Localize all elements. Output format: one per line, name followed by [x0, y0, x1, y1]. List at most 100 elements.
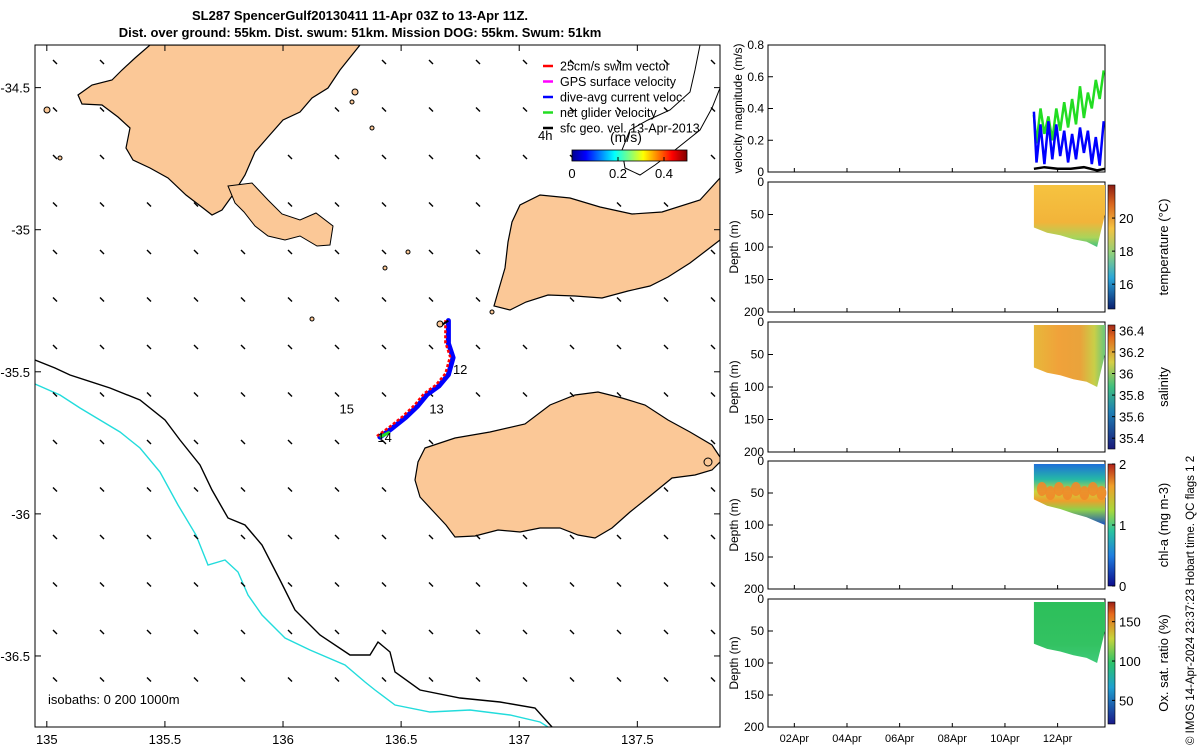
colorbar-tick-label: 18 [1119, 244, 1133, 259]
colorbar-tick-label: 100 [1119, 654, 1141, 669]
date-tick-label: 02Apr [780, 733, 810, 745]
sfc-vel-arrow [334, 344, 340, 350]
panel-ytick-label: 0 [757, 315, 764, 329]
legend-label: 25cm/s swim vector [560, 60, 670, 74]
sfc-vel-arrow [240, 439, 246, 445]
sfc-vel-arrow [616, 344, 622, 350]
sfc-vel-arrow [52, 249, 58, 255]
panel-ytick-label: 0 [757, 454, 764, 468]
sfc-vel-arrow [710, 392, 716, 397]
panel-ytick-label: 0.8 [747, 38, 764, 52]
panel-ytick-label: 200 [744, 720, 764, 734]
sfc-vel-arrow [334, 202, 340, 207]
colorbar-tick-label: 1 [1119, 518, 1126, 533]
map-frame [34, 44, 721, 728]
sfc-vel-arrow [381, 534, 387, 540]
sfc-vel-arrow [287, 392, 293, 397]
sfc-vel-arrow [710, 534, 716, 540]
sfc-vel-arrow [663, 582, 669, 587]
map-ytick-label: -35 [11, 223, 30, 238]
map-xtick-label: 136.5 [385, 732, 418, 747]
day-labels: 15 12 13 14 [340, 362, 468, 445]
legend-label: net glider velocity [560, 106, 657, 120]
sfc-vel-arrow [99, 202, 105, 207]
sfc-vel-arrow [52, 297, 58, 302]
map-xtick-label: 135 [36, 732, 58, 747]
sfc-vel-arrow [193, 344, 199, 350]
sfc-vel-arrow [99, 629, 105, 635]
legend-label: sfc geo. vel. 13-Apr-2013 [560, 122, 700, 136]
map-xtick-label: 137.5 [621, 732, 654, 747]
colorbar-tick-label: 36 [1119, 367, 1133, 382]
sfc-vel-arrow [663, 107, 669, 112]
chl-bloom-patch [1036, 482, 1047, 496]
sfc-vel-arrow [334, 534, 340, 540]
sfc-vel-arrow [663, 534, 669, 540]
sfc-vel-arrow [193, 677, 199, 682]
panel-frame [767, 44, 1106, 173]
sfc-vel-arrow [569, 629, 575, 635]
sfc-vel-arrow [569, 582, 575, 587]
sfc-vel-arrow [52, 154, 58, 160]
speed-cbar-tick-label: 0.2 [609, 166, 627, 181]
sfc-vel-arrow [522, 392, 528, 397]
sfc-vel-arrow [428, 154, 434, 160]
sfc-vel-arrow [522, 582, 528, 587]
sfc-vel-arrow [193, 392, 199, 397]
chl-bloom-patch [1096, 486, 1107, 500]
sfc-vel-arrow [710, 249, 716, 255]
sfc-vel-arrow [99, 534, 105, 540]
sfc-vel-arrow [146, 677, 152, 682]
islet [703, 457, 713, 467]
speed-cbar-tick-label: 0 [568, 166, 575, 181]
sfc-vel-arrow [52, 629, 58, 635]
sfc-vel-arrow [522, 344, 528, 350]
sfc-vel-arrow [99, 439, 105, 445]
sfc-vel-arrow [193, 534, 199, 540]
panel-ytick-label: 0.6 [747, 70, 764, 84]
day-label: 12 [453, 362, 467, 377]
panel-5: 0 50 100 150 200 Depth (m) 50 100 150 Ox. sat. ra… [727, 592, 1171, 734]
land-yorke-peninsula [493, 45, 720, 311]
chl-bloom-patch [1045, 486, 1056, 500]
panel-ylabel: Depth (m) [727, 360, 741, 413]
sfc-vel-arrow [475, 297, 481, 302]
sfc-vel-arrow [710, 59, 716, 65]
sfc-vel-arrow [663, 59, 669, 65]
panel-ytick-label: 150 [744, 688, 764, 702]
sfc-vel-arrow [616, 59, 622, 65]
islet [382, 265, 388, 271]
panel-3: 0 50 100 150 200 Depth (m) 35.4 35.6 35.8 36 36.2 3… [727, 315, 1171, 459]
figure-title-line2: Dist. over ground: 55km. Dist. swum: 51k… [118, 25, 602, 40]
sfc-vel-arrow [287, 534, 293, 540]
colorbar-tick-label: 0 [1119, 579, 1126, 594]
date-tick-label: 10Apr [990, 733, 1020, 745]
sfc-vel-arrow [522, 59, 528, 65]
sfc-vel-arrow [287, 297, 293, 302]
sfc-vel-arrow [475, 344, 481, 350]
sfc-vel-arrow [99, 59, 105, 65]
map-xtick-label: 136 [272, 732, 294, 747]
sfc-vel-arrow [475, 582, 481, 587]
sfc-vel-arrow [475, 107, 481, 112]
panel-ytick-label: 0.4 [747, 102, 764, 116]
sfc-vel-arrow [710, 344, 716, 350]
sfc-vel-arrow [334, 629, 340, 635]
sfc-vel-arrow [52, 487, 58, 492]
colorbar-tick-label: 20 [1119, 211, 1133, 226]
sfc-vel-arrow [52, 107, 58, 112]
panel-ytick-label: 0 [757, 175, 764, 189]
sfc-vel-arrow [475, 249, 481, 255]
glider-track [376, 318, 456, 440]
sfc-vel-arrow [52, 59, 58, 65]
sfc-vel-arrow [193, 487, 199, 492]
date-tick-label: 06Apr [885, 733, 915, 745]
sfc-vel-arrow [287, 202, 293, 207]
sfc-vel-arrow [193, 249, 199, 255]
sfc-vel-arrow [710, 487, 716, 492]
map-ytick-label: -36.5 [0, 649, 30, 664]
sfc-vel-arrow [240, 487, 246, 492]
sfc-vel-arrow [334, 297, 340, 302]
speed-colorbar [571, 149, 688, 162]
sfc-vel-arrow [99, 392, 105, 397]
